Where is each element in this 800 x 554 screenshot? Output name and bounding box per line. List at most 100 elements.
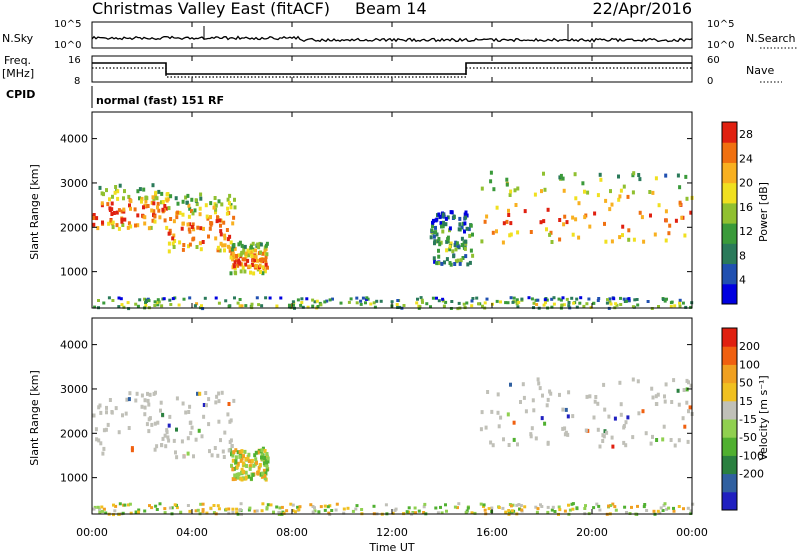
echo-cell <box>438 242 442 247</box>
echo-cell <box>232 264 236 269</box>
echo-cell <box>168 506 172 510</box>
echo-cell <box>504 301 508 305</box>
echo-cell <box>636 379 640 384</box>
echo-cell <box>250 263 254 267</box>
echo-cell <box>242 454 245 459</box>
echo-cell <box>96 505 100 509</box>
echo-cell <box>678 301 681 305</box>
colorbar-tick-label: -50 <box>739 431 757 444</box>
echo-cell <box>567 503 570 507</box>
nsearch-label: N.Search <box>746 32 796 45</box>
echo-cell <box>529 432 533 437</box>
echo-cell <box>327 511 331 515</box>
echo-cell <box>559 173 563 178</box>
echo-cell <box>650 386 654 391</box>
echo-cell <box>181 212 185 217</box>
echo-cell <box>175 506 179 510</box>
echo-cell <box>156 205 159 210</box>
echo-cell <box>127 221 131 226</box>
echo-cell <box>489 179 493 184</box>
echo-cell <box>533 192 537 197</box>
echo-cell <box>104 511 108 515</box>
echo-cell <box>159 400 163 405</box>
echo-cell <box>359 302 363 306</box>
echo-cell <box>231 510 235 514</box>
echo-cell <box>505 182 509 187</box>
echo-cell <box>153 214 157 219</box>
echo-cell <box>280 505 284 509</box>
echo-cell <box>364 301 367 305</box>
colorbar-segment <box>722 346 737 365</box>
colorbar-segment <box>722 364 737 384</box>
echo-cell <box>173 239 177 243</box>
echo-cell <box>448 247 452 252</box>
echo-cell <box>105 405 108 410</box>
echo-cell <box>238 508 242 512</box>
echo-cell <box>689 383 693 388</box>
echo-cell <box>441 212 445 217</box>
colorbar-tick-label: 20 <box>739 177 753 190</box>
echo-cell <box>442 214 446 219</box>
echo-cell <box>292 303 295 307</box>
nave-label: Nave <box>746 64 774 77</box>
echo-cell <box>201 240 205 244</box>
echo-cell <box>676 388 680 393</box>
echo-cell <box>231 251 235 256</box>
echo-cell <box>638 210 642 215</box>
echo-cell <box>171 297 175 301</box>
echo-cell <box>542 219 546 224</box>
echo-cell <box>136 213 140 218</box>
echo-cell <box>262 468 266 473</box>
echo-cell <box>188 509 192 513</box>
echo-cell <box>663 502 667 506</box>
echo-cell <box>182 297 186 301</box>
echo-cell <box>596 193 600 198</box>
echo-cell <box>495 229 498 234</box>
echo-cell <box>460 236 464 241</box>
echo-cell <box>169 303 173 306</box>
echo-cell <box>121 511 125 515</box>
echo-cell <box>605 301 609 305</box>
echo-cell <box>529 434 533 439</box>
echo-cell <box>536 507 540 511</box>
echo-cell <box>470 304 474 308</box>
echo-cell <box>659 506 663 510</box>
echo-cell <box>339 301 343 305</box>
echo-cell <box>432 218 435 223</box>
echo-cell <box>678 298 682 302</box>
echo-cell <box>334 508 338 512</box>
echo-region <box>229 240 269 276</box>
echo-cell <box>545 227 548 232</box>
echo-cell <box>637 173 641 177</box>
echo-cell <box>188 222 192 227</box>
echo-cell <box>251 241 255 246</box>
echo-cell <box>534 436 538 441</box>
echo-cell <box>112 503 115 507</box>
echo-cell <box>439 221 443 226</box>
nsky-line <box>91 35 693 43</box>
echo-cell <box>163 507 167 511</box>
echo-cell <box>186 451 190 456</box>
echo-cell <box>236 461 240 466</box>
echo-cell <box>229 438 233 443</box>
colorbar-segment <box>722 419 737 438</box>
nsky-right-tick-bottom: 10^0 <box>707 40 734 51</box>
echo-cell <box>603 407 607 412</box>
echo-cell <box>143 405 147 410</box>
echo-cell <box>278 506 282 510</box>
echo-cell <box>602 382 606 387</box>
echo-cell <box>496 392 500 397</box>
echo-cell <box>101 220 104 225</box>
echo-cell <box>437 212 441 217</box>
echo-cell <box>317 510 321 514</box>
echo-cell <box>351 509 355 513</box>
echo-cell <box>461 256 465 260</box>
echo-cell <box>520 508 524 512</box>
echo-cell <box>93 505 97 509</box>
echo-cell <box>411 511 415 514</box>
echo-cell <box>226 197 230 202</box>
echo-cell <box>227 244 230 249</box>
echo-cell <box>167 249 171 254</box>
nave-tick-top: 60 <box>707 55 720 66</box>
colorbar-segment <box>722 263 737 285</box>
